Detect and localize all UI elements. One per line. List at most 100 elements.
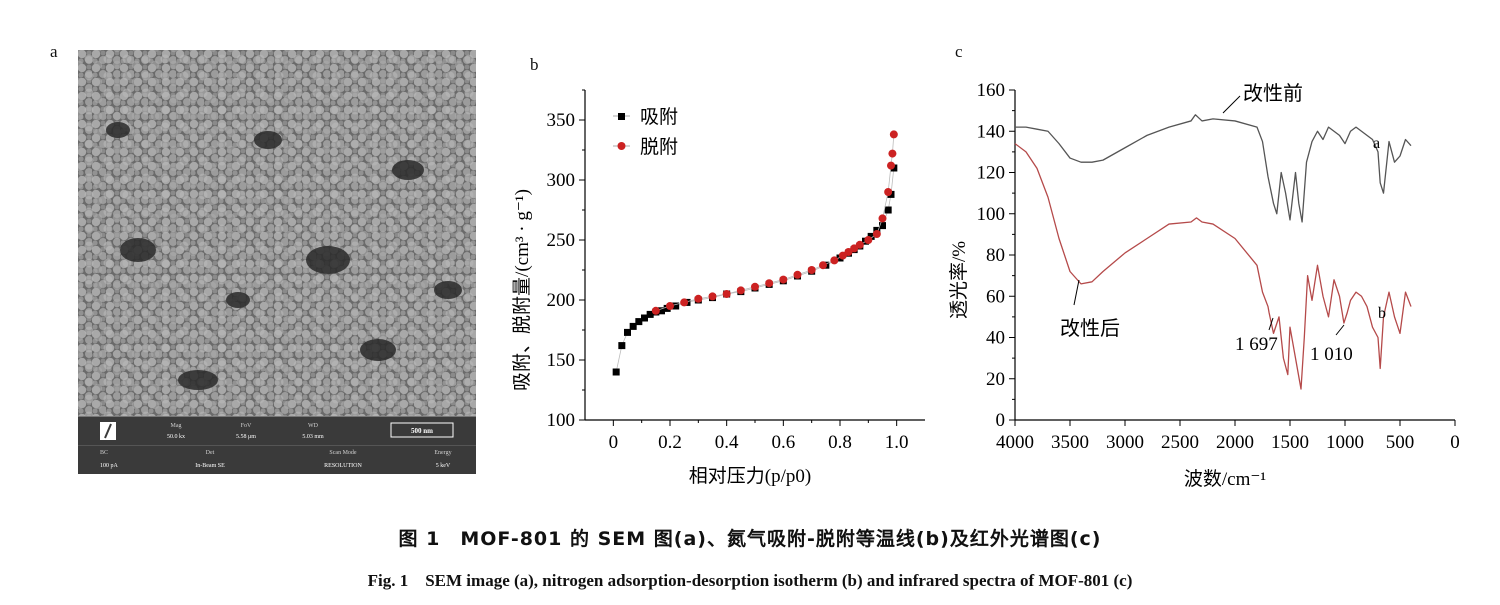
adsorption-point [618,342,626,350]
adsorption-point [884,206,892,214]
ir-axes: 4000 3500 3000 2500 2000 1500 1000 500 0 0 20 40 60 8… [977,80,1460,453]
isotherm-chart: 0 0.2 0.4 0.6 0.8 1.0 100 150 200 250 300 350 吸附 脱附… [511,89,925,487]
y-tick-label: 250 [547,230,576,251]
sem-mag-value: 50.0 kx [167,434,185,440]
series-line-desorption [655,134,895,312]
adsorption-point [867,232,875,240]
x-tick-label: 0.6 [771,432,795,453]
desorption-point [864,236,873,244]
annotation-before-modification: 改性前 [1243,82,1303,105]
spectrum-line-a [1015,114,1412,223]
sem-energy-label: Energy [434,450,451,456]
x-tick-label: 3000 [1106,432,1144,453]
panel-letter-a: a [50,42,58,61]
y-tick-label: 120 [977,163,1006,184]
y-tick-label: 300 [547,170,576,191]
isotherm-x-axis-label: 相对压力(p/p0) [689,465,811,487]
series-label-a: a [1373,135,1380,152]
isotherm-axes: 0 0.2 0.4 0.6 0.8 1.0 100 150 200 250 300 350 [547,89,925,453]
x-tick-label: 1500 [1271,432,1309,453]
annotation-peak-1697: 1 697 [1235,334,1278,355]
desorption-point [708,292,717,301]
series-line-adsorption [615,167,895,373]
sem-scan-label: Scan Mode [329,450,356,456]
y-tick-label: 150 [547,350,576,371]
x-tick-label: 1000 [1326,432,1364,453]
desorption-point [793,270,802,279]
desorption-point [838,251,847,260]
y-tick-label: 100 [977,204,1006,225]
legend-adsorption-marker [618,113,625,120]
y-tick-label: 100 [547,410,576,431]
x-tick-label: 0 [609,432,619,453]
desorption-point [887,161,895,170]
sem-logo-icon [100,422,116,440]
desorption-point [889,130,898,139]
spectrum-line-b [1014,143,1412,390]
isotherm-legend: 吸附 脱附 [613,106,678,158]
desorption-point [722,290,731,298]
desorption-point [850,244,859,253]
y-tick-label: 0 [996,410,1006,431]
adsorption-point [641,314,648,322]
sem-fov-label: FoV [241,423,252,429]
desorption-point [844,248,853,256]
x-tick-label: 3500 [1051,432,1089,453]
adsorption-point [612,368,620,376]
sem-bc-label: BC [100,450,108,456]
x-tick-label: 0.8 [828,432,852,453]
desorption-point [807,266,816,274]
isotherm-y-axis-label: 吸附、脱附量/(cm³ · g⁻¹) [511,189,533,391]
desorption-point [888,149,897,158]
sem-image: Mag 50.0 kx FoV 5.58 μm WD 5.03 mm BC 10… [78,50,476,474]
adsorption-point [646,310,654,318]
sem-scale-bar [390,422,454,438]
desorption-point [651,306,660,315]
y-tick-label: 40 [986,328,1005,349]
desorption-point [680,298,689,307]
adsorption-point [879,222,886,230]
legend-desorption: 脱附 [640,136,678,158]
sem-det-label: Det [206,450,215,456]
figure-caption-english: Fig. 1 SEM image (a), nitrogen adsorptio… [367,571,1133,590]
annotation-after-modification: 改性后 [1060,317,1120,340]
x-tick-label: 2500 [1161,432,1199,453]
x-tick-label: 4000 [996,432,1034,453]
y-tick-label: 20 [986,369,1005,390]
x-tick-label: 2000 [1216,432,1254,453]
ir-spectra-chart: 4000 3500 3000 2500 2000 1500 1000 500 0 0 20 40 60 8… [948,80,1460,490]
sem-wd-value: 5.03 mm [302,434,324,440]
y-tick-label: 200 [547,290,576,311]
panel-letter-b: b [530,55,539,74]
y-tick-label: 80 [986,245,1005,266]
desorption-point [765,279,774,288]
adsorption-point [658,307,665,315]
ir-x-axis-label: 波数/cm⁻¹ [1184,468,1267,490]
desorption-point [855,240,864,249]
legend-desorption-marker [617,142,626,150]
desorption-point [872,230,881,238]
y-tick-label: 60 [986,286,1005,307]
sem-voids [106,122,462,390]
panel-letter-c: c [955,42,963,61]
figure-caption-chinese: 图 1 MOF-801 的 SEM 图(a)、氮气吸附-脱附等温线(b)及红外光… [398,528,1102,550]
sem-energy-value: 5 keV [436,463,451,469]
desorption-point [878,214,887,223]
ir-series [1014,114,1412,390]
desorption-point [694,294,703,303]
adsorption-point [624,328,631,336]
series-label-b: b [1378,305,1386,322]
adsorption-point [635,318,643,326]
x-tick-label: 0.4 [715,432,739,453]
sem-det-value: In-Beam SE [195,463,225,469]
desorption-point [751,282,759,291]
y-tick-label: 140 [977,121,1006,142]
adsorption-point [672,302,680,310]
isotherm-series [612,130,898,376]
x-tick-label: 500 [1386,432,1415,453]
desorption-point [736,286,745,295]
adsorption-point [629,322,637,330]
annotation-peak-1010: 1 010 [1310,344,1353,365]
y-tick-label: 160 [977,80,1006,101]
sem-wd-label: WD [308,423,319,429]
